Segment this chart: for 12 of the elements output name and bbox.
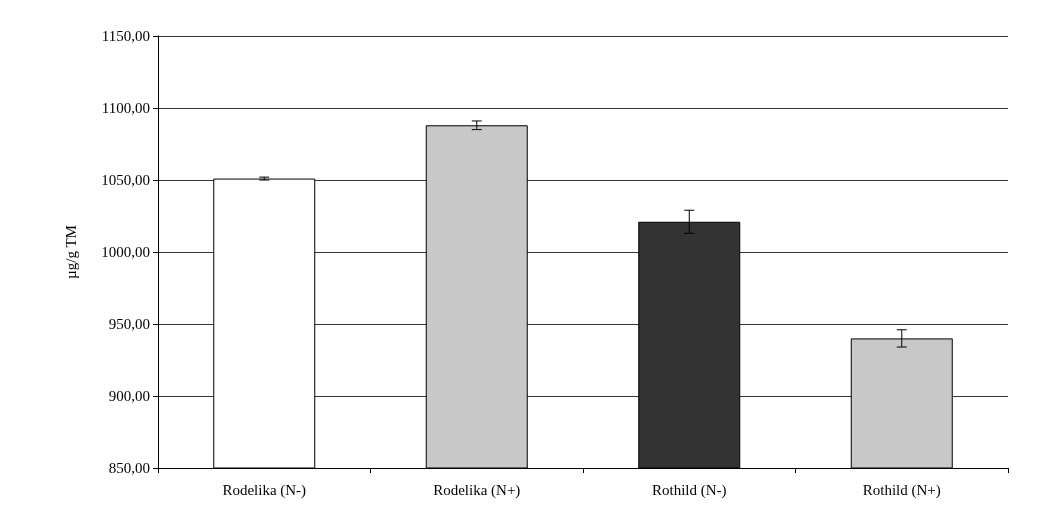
y-tick-label: 1050,00	[101, 172, 150, 188]
x-tick-label: Rothild (N-)	[651, 481, 727, 499]
y-axis-title: µg/g TM	[62, 225, 79, 279]
y-tick-label: 1000,00	[101, 244, 150, 260]
y-tick-label: 1100,00	[101, 100, 150, 116]
x-tick-label: Rothild (N+)	[862, 481, 941, 499]
y-tick-label: 1150,00	[101, 28, 150, 44]
y-tick-label: 950,00	[108, 316, 150, 332]
y-tick-label: 900,00	[108, 388, 150, 404]
y-tick-label: 850,00	[108, 460, 150, 476]
x-tick-label: Rodelika (N+)	[433, 481, 521, 499]
x-tick-label: Rodelika (N-)	[222, 481, 307, 499]
